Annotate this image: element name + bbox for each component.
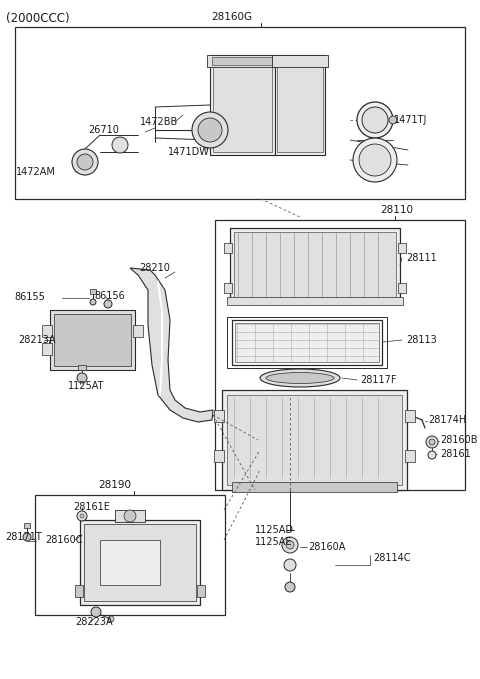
- Text: 28174H: 28174H: [428, 415, 466, 425]
- Bar: [15, 27, 465, 199]
- Ellipse shape: [260, 369, 340, 387]
- Text: 86155: 86155: [14, 292, 45, 302]
- Text: 28160G: 28160G: [211, 12, 252, 22]
- Circle shape: [72, 149, 98, 175]
- Text: 28161: 28161: [440, 449, 471, 459]
- Circle shape: [77, 154, 93, 170]
- Circle shape: [429, 439, 435, 445]
- Text: 1125AD: 1125AD: [255, 525, 294, 535]
- Bar: [232, 482, 397, 492]
- Bar: [275, 55, 325, 155]
- Text: 28113: 28113: [406, 335, 437, 345]
- Bar: [277, 58, 323, 152]
- Text: 28160A: 28160A: [308, 542, 346, 552]
- Bar: [405, 410, 415, 422]
- Circle shape: [284, 559, 296, 571]
- Text: 1472BB: 1472BB: [140, 117, 178, 127]
- Bar: [80, 520, 200, 605]
- Circle shape: [282, 537, 298, 553]
- Text: 86156: 86156: [94, 291, 125, 301]
- Circle shape: [362, 107, 388, 133]
- Bar: [42, 343, 52, 355]
- Bar: [398, 283, 406, 293]
- Bar: [212, 57, 273, 65]
- Circle shape: [428, 451, 436, 459]
- Text: 28171T: 28171T: [5, 532, 42, 542]
- Bar: [50, 310, 135, 370]
- Bar: [24, 523, 30, 528]
- Circle shape: [359, 144, 391, 176]
- Text: 1125AT: 1125AT: [68, 381, 105, 391]
- Bar: [213, 58, 272, 152]
- Text: 1471TJ: 1471TJ: [394, 115, 427, 125]
- Circle shape: [80, 514, 84, 518]
- Circle shape: [91, 607, 101, 617]
- Bar: [54, 314, 131, 366]
- Text: 1471DW: 1471DW: [168, 147, 210, 157]
- Bar: [78, 365, 86, 370]
- Bar: [235, 323, 379, 362]
- Text: 1125AE: 1125AE: [255, 537, 292, 547]
- Bar: [234, 232, 396, 299]
- Bar: [214, 410, 224, 422]
- Circle shape: [108, 616, 114, 622]
- Bar: [210, 55, 275, 155]
- Circle shape: [104, 300, 112, 308]
- Text: (2000CCC): (2000CCC): [6, 12, 70, 25]
- Bar: [230, 228, 400, 303]
- Circle shape: [286, 541, 294, 549]
- Circle shape: [23, 533, 31, 541]
- Text: 28161E: 28161E: [73, 502, 110, 512]
- Text: 28110: 28110: [380, 205, 413, 215]
- Bar: [90, 289, 96, 294]
- Circle shape: [389, 116, 397, 124]
- Bar: [42, 325, 52, 337]
- Circle shape: [285, 582, 295, 592]
- Text: 28223A: 28223A: [75, 617, 113, 627]
- Circle shape: [77, 511, 87, 521]
- Text: 28117F: 28117F: [360, 375, 396, 385]
- Bar: [84, 524, 196, 601]
- Text: 28213A: 28213A: [18, 335, 56, 345]
- Circle shape: [90, 299, 96, 305]
- Circle shape: [353, 138, 397, 182]
- Circle shape: [124, 510, 136, 522]
- Bar: [100, 540, 160, 585]
- Text: 1472AM: 1472AM: [16, 167, 56, 177]
- Circle shape: [198, 118, 222, 142]
- Bar: [207, 55, 278, 67]
- Bar: [214, 450, 224, 462]
- Bar: [227, 395, 402, 485]
- Bar: [35, 495, 225, 615]
- Bar: [224, 243, 232, 253]
- Text: 28111: 28111: [406, 253, 437, 263]
- Text: 28160C: 28160C: [45, 535, 83, 545]
- Bar: [115, 510, 145, 522]
- Circle shape: [357, 102, 393, 138]
- Bar: [272, 55, 328, 67]
- Text: 26710: 26710: [88, 125, 119, 135]
- Polygon shape: [130, 268, 213, 422]
- Bar: [224, 283, 232, 293]
- Bar: [227, 317, 387, 368]
- Circle shape: [77, 373, 87, 383]
- Ellipse shape: [266, 373, 334, 384]
- Text: 28160B: 28160B: [440, 435, 478, 445]
- Bar: [197, 585, 205, 597]
- Circle shape: [192, 112, 228, 148]
- Bar: [232, 320, 382, 365]
- Bar: [222, 390, 407, 490]
- Circle shape: [112, 137, 128, 153]
- Text: 28190: 28190: [98, 480, 132, 490]
- Text: 28210: 28210: [140, 263, 170, 273]
- Bar: [227, 297, 403, 305]
- Bar: [75, 585, 83, 597]
- Text: 28114C: 28114C: [373, 553, 410, 563]
- Bar: [133, 325, 143, 337]
- Bar: [405, 450, 415, 462]
- Bar: [215, 220, 465, 490]
- Circle shape: [426, 436, 438, 448]
- Bar: [398, 243, 406, 253]
